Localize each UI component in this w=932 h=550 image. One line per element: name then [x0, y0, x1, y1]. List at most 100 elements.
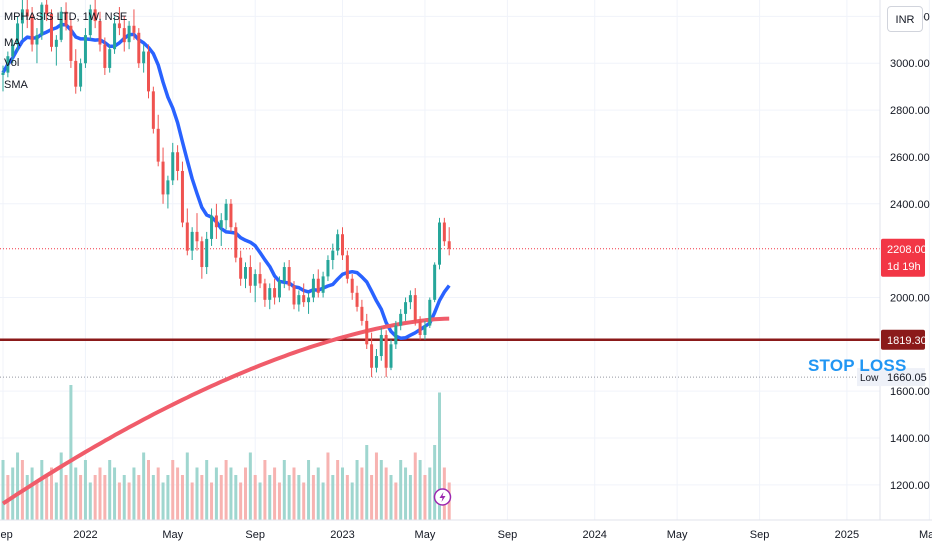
countdown-value: 1d 19h — [887, 261, 921, 273]
y-tick-label: 3000.00 — [890, 58, 930, 70]
volume-bar — [268, 475, 272, 520]
x-tick-label: Sep — [245, 529, 265, 541]
volume-bar — [292, 467, 296, 520]
volume-bar — [287, 475, 291, 520]
grid — [0, 0, 930, 520]
candle-body — [428, 299, 432, 326]
candle-body — [331, 250, 335, 260]
volume-bar — [98, 467, 102, 520]
indicator-vol-label[interactable]: Vol — [4, 57, 20, 69]
candle-body — [156, 128, 160, 162]
candle-body — [176, 152, 180, 171]
volume-bar — [331, 475, 335, 520]
indicator-sma-label[interactable]: SMA — [4, 79, 28, 91]
volume-bar — [413, 452, 417, 520]
candle-body — [273, 288, 277, 298]
indicator-ma-label[interactable]: MA — [4, 37, 21, 49]
volume-bar — [394, 482, 398, 520]
volume-bar — [200, 475, 204, 520]
candle-body — [413, 295, 417, 321]
currency-button[interactable]: INR — [887, 6, 923, 32]
candle-body — [442, 222, 446, 242]
moving-averages — [1, 22, 451, 506]
volume-bar — [79, 475, 83, 520]
volume-bar — [316, 467, 320, 520]
volume-bar — [108, 460, 112, 520]
last-price-tag — [881, 238, 925, 277]
candle-body — [418, 320, 422, 335]
volume-bar — [166, 475, 170, 520]
candle-body — [6, 56, 10, 73]
volume-bar — [93, 475, 97, 520]
x-tick-label: 2025 — [835, 529, 859, 541]
volume-bar — [258, 482, 262, 520]
candle-body — [50, 14, 53, 47]
volume-bar — [161, 482, 165, 520]
candle-body — [137, 32, 141, 64]
candle-body — [190, 231, 194, 251]
low-label: Low — [860, 373, 879, 384]
candle-body — [117, 23, 121, 29]
x-tick-label: Sep — [498, 529, 518, 541]
candle-body — [248, 267, 252, 286]
candle-body — [69, 25, 73, 61]
volume-bar — [127, 482, 131, 520]
candle-body — [20, 9, 24, 24]
volume-bar — [297, 475, 301, 520]
candle-body — [234, 227, 238, 258]
y-tick-label: 2000.00 — [890, 292, 930, 304]
x-tick-label: 2024 — [582, 529, 606, 541]
volume-bar — [224, 460, 228, 520]
volume-bar — [273, 467, 277, 520]
candle-body — [408, 295, 412, 303]
volume-bar — [59, 452, 63, 520]
volume-bar — [355, 460, 359, 520]
lightning-bolt — [439, 492, 446, 502]
candle-body — [336, 234, 340, 251]
candle-body — [98, 21, 102, 45]
volume-bar — [190, 482, 194, 520]
candle-body — [59, 11, 63, 40]
y-tick-label: 2800.00 — [890, 105, 930, 117]
ma-slow-line — [1, 316, 450, 506]
volume-bar — [11, 467, 15, 520]
low-value-box — [881, 368, 925, 387]
volume-bar — [1, 460, 5, 520]
candle-body — [40, 4, 44, 36]
volume-bar — [74, 467, 78, 520]
volume-bar — [45, 475, 49, 520]
candle-body — [79, 63, 83, 87]
candle-body — [345, 255, 349, 279]
x-tick-label: 2023 — [330, 529, 354, 541]
candle-body — [54, 39, 58, 47]
candle-body — [244, 267, 247, 279]
candle-body — [350, 278, 354, 293]
candle-body — [132, 25, 136, 33]
candle-body — [45, 4, 49, 15]
volume-bar — [122, 475, 126, 520]
volume-bar — [40, 460, 44, 520]
volume-bar — [137, 475, 141, 520]
candle-body — [360, 306, 364, 321]
volume-bar — [103, 475, 107, 520]
volume-bar — [156, 467, 160, 520]
stop-loss-annotation: STOP LOSS — [808, 356, 907, 375]
volume-bar — [35, 482, 39, 520]
volume-bar — [117, 482, 121, 520]
volume-bar — [326, 452, 330, 520]
candle-body — [433, 264, 437, 300]
y-tick-label: 2400.00 — [890, 199, 930, 211]
candle-body — [103, 44, 107, 68]
volume-bar — [350, 482, 354, 520]
candle-body — [423, 325, 427, 335]
volume-bar — [399, 460, 403, 520]
volume-bar — [64, 475, 68, 520]
reference-lines — [0, 248, 880, 378]
x-tick-label: May — [667, 529, 688, 541]
candle-body — [127, 25, 131, 43]
candle-body — [297, 295, 301, 305]
x-tick-label: May — [415, 529, 436, 541]
volume-bar — [214, 467, 218, 520]
volume-bar — [25, 475, 29, 520]
